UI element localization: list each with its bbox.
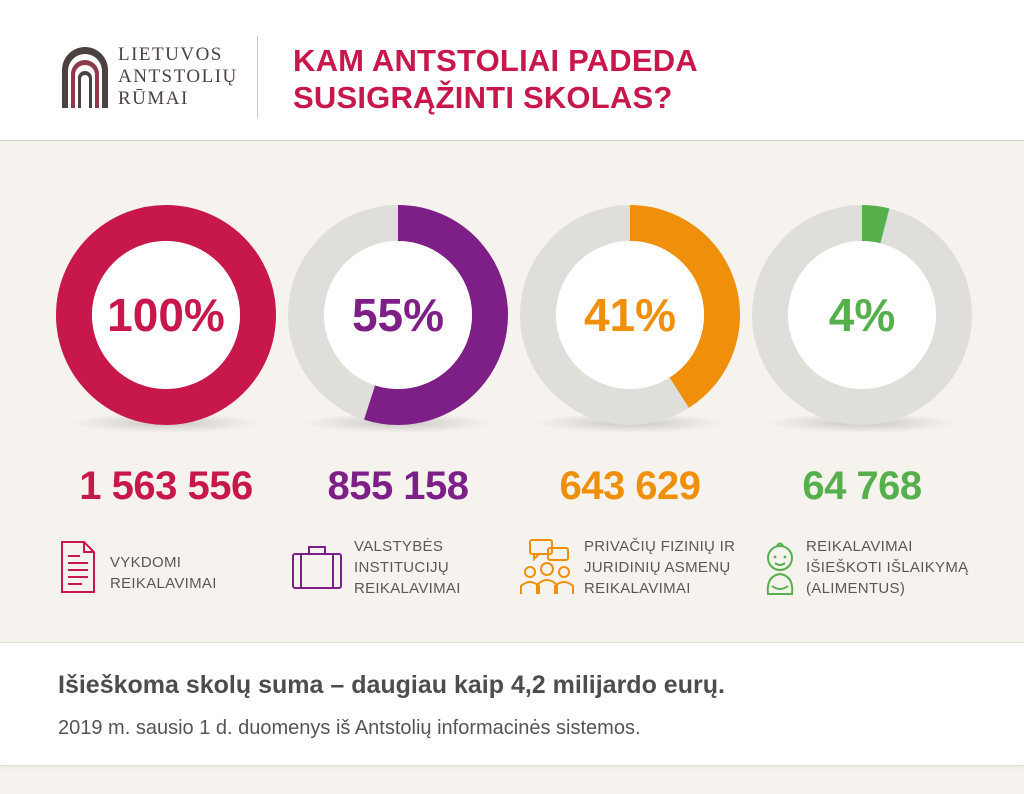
count-total: 1 563 556	[79, 464, 253, 508]
desc-state-line: REIKALAVIMAI	[354, 580, 461, 597]
donut-percent-label: 100%	[107, 289, 225, 341]
desc-private: PRIVAČIŲ FIZINIŲ IR JURIDINIŲ ASMENŲ REI…	[518, 536, 738, 606]
page-title: KAM ANTSTOLIAI PADEDA SUSIGRĄŽINTI SKOLA…	[293, 42, 853, 116]
desc-state-label: VALSTYBĖS INSTITUCIJŲ REIKALAVIMAI	[354, 536, 461, 599]
people-chat-icon	[520, 539, 574, 594]
footer-source: 2019 m. sausio 1 d. duomenys iš Antstoli…	[58, 717, 641, 739]
donut-arc	[629, 205, 740, 408]
logo-arch-icon	[62, 47, 108, 108]
logo-line-2: ANTSTOLIŲ	[118, 66, 238, 87]
donut-percent-label: 55%	[352, 289, 444, 341]
desc-private-label: PRIVAČIŲ FIZINIŲ IR JURIDINIŲ ASMENŲ REI…	[584, 536, 735, 599]
desc-private-line: PRIVAČIŲ FIZINIŲ IR	[584, 538, 736, 555]
logo-line-1: LIETUVOS	[118, 44, 223, 65]
desc-total: VYKDOMI REIKALAVIMAI	[58, 536, 278, 606]
desc-alimony: REIKALAVIMAI IŠIEŠKOTI IŠLAIKYMĄ (ALIMEN…	[760, 536, 980, 606]
donut-arc	[56, 205, 276, 425]
desc-state: VALSTYBĖS INSTITUCIJŲ REIKALAVIMAI	[290, 536, 510, 606]
donut-hole	[92, 241, 240, 389]
donut-percent-label: 41%	[584, 289, 676, 341]
count-alimony: 64 768	[802, 464, 922, 508]
desc-total-label: VYKDOMI REIKALAVIMAI	[110, 552, 217, 594]
donut-hole	[324, 241, 472, 389]
footer-headline: Išieškoma skolų suma – daugiau kaip 4,2 …	[58, 671, 725, 699]
header-divider	[257, 36, 258, 118]
desc-alimony-line: REIKALAVIMAI	[806, 538, 913, 555]
desc-alimony-line: IŠIEŠKOTI IŠLAIKYMĄ	[806, 559, 969, 576]
desc-total-line: VYKDOMI	[110, 554, 182, 571]
donut-hole	[556, 241, 704, 389]
desc-state-line: VALSTYBĖS	[354, 538, 444, 555]
desc-total-line: REIKALAVIMAI	[110, 575, 217, 592]
count-private: 643 629	[559, 464, 701, 508]
count-state: 855 158	[327, 464, 469, 508]
briefcase-icon	[292, 546, 342, 589]
desc-alimony-line: (ALIMENTUS)	[806, 580, 906, 597]
baby-icon	[766, 542, 794, 595]
donut-arc	[861, 205, 890, 244]
document-icon	[61, 541, 95, 593]
desc-private-line: REIKALAVIMAI	[584, 580, 691, 597]
logo-line-3: RŪMAI	[118, 88, 189, 109]
desc-state-line: INSTITUCIJŲ	[354, 559, 449, 576]
donut-charts: 100% 55% 41% 4%	[56, 205, 972, 433]
desc-private-line: JURIDINIŲ ASMENŲ	[584, 559, 731, 576]
desc-alimony-label: REIKALAVIMAI IŠIEŠKOTI IŠLAIKYMĄ (ALIMEN…	[806, 536, 968, 599]
header: LIETUVOS ANTSTOLIŲ RŪMAI KAM ANTSTOLIAI …	[0, 0, 1024, 141]
logo-text: LIETUVOS ANTSTOLIŲ RŪMAI	[118, 44, 238, 110]
donut-percent-label: 4%	[829, 289, 895, 341]
title-line-1: KAM ANTSTOLIAI PADEDA	[293, 43, 698, 78]
title-line-2: SUSIGRĄŽINTI SKOLAS?	[293, 80, 673, 115]
footer: Išieškoma skolų suma – daugiau kaip 4,2 …	[0, 642, 1024, 766]
donut-hole	[788, 241, 936, 389]
donut-arc	[364, 205, 508, 425]
